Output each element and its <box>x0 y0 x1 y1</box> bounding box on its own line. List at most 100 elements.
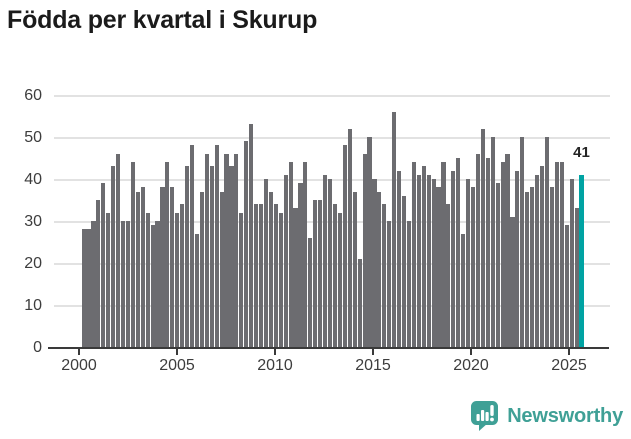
bar <box>574 208 579 347</box>
bar <box>298 183 303 347</box>
x-tick-2025 <box>568 349 570 355</box>
bar <box>337 212 342 347</box>
bar <box>559 162 564 347</box>
bar <box>362 153 367 347</box>
bar <box>466 179 471 347</box>
bar <box>505 153 510 347</box>
newsworthy-logo[interactable]: Newsworthy <box>470 400 623 432</box>
bar <box>456 158 461 347</box>
x-tick-2000 <box>78 349 80 355</box>
x-tick-2005 <box>176 349 178 355</box>
bar <box>500 162 505 347</box>
bar <box>214 145 219 347</box>
bar <box>111 166 116 347</box>
bar <box>155 221 160 347</box>
newsworthy-speech-bubble-chart-icon <box>471 401 499 431</box>
bar <box>150 225 155 347</box>
bar <box>416 174 421 347</box>
bar <box>81 229 86 347</box>
bar <box>332 204 338 347</box>
bar <box>510 216 515 347</box>
bar <box>204 153 209 347</box>
bar <box>382 204 387 347</box>
bar <box>372 179 377 347</box>
x-tick-label: 2005 <box>159 357 195 374</box>
bar <box>140 187 145 347</box>
bar <box>278 212 283 347</box>
bar <box>101 183 106 347</box>
y-tick-label: 20 <box>24 255 42 272</box>
last-value-annotation: 41 <box>573 144 590 161</box>
bar <box>130 162 135 347</box>
bar <box>495 183 500 347</box>
bar <box>96 200 101 347</box>
bar <box>318 200 323 347</box>
bar <box>397 170 402 347</box>
x-tick-2010 <box>274 349 276 355</box>
bar <box>401 195 407 347</box>
y-tick-label: 30 <box>24 213 42 230</box>
bar <box>120 221 126 347</box>
bar <box>421 166 426 347</box>
bar <box>446 204 451 347</box>
bar <box>234 153 239 347</box>
bar <box>194 233 200 347</box>
bar <box>135 191 140 347</box>
y-tick-label: 10 <box>24 297 42 314</box>
bar <box>357 258 362 347</box>
bar <box>539 166 545 347</box>
bar <box>392 111 397 347</box>
bar <box>273 204 278 347</box>
bar <box>515 170 520 347</box>
bar <box>480 128 485 347</box>
bar <box>406 221 412 347</box>
bar <box>470 187 476 347</box>
bar <box>185 166 190 347</box>
x-tick-2015 <box>372 349 374 355</box>
y-tick-label: 40 <box>24 171 42 188</box>
bar <box>461 233 466 347</box>
bar <box>288 162 293 347</box>
bar <box>106 212 111 347</box>
bar <box>554 162 559 347</box>
bar <box>347 128 352 347</box>
bar <box>564 225 569 347</box>
bar <box>125 221 130 347</box>
bar <box>86 229 91 347</box>
x-tick-2020 <box>470 349 472 355</box>
x-axis-line <box>48 347 609 349</box>
bar <box>525 191 530 347</box>
bar <box>283 174 288 347</box>
bar <box>485 158 490 347</box>
bar <box>544 137 550 347</box>
bar <box>342 145 347 347</box>
bar <box>209 166 214 347</box>
bar <box>116 153 121 347</box>
bar <box>569 179 574 347</box>
bar <box>367 137 372 347</box>
bar <box>535 174 540 347</box>
bar <box>91 221 96 347</box>
chart-title: Födda per kvartal i Skurup <box>7 6 318 34</box>
bar <box>189 145 195 347</box>
highlighted-bar <box>579 174 584 347</box>
bar <box>254 204 259 347</box>
bar <box>170 187 175 347</box>
y-tick-label: 0 <box>33 339 42 356</box>
bar <box>303 162 308 347</box>
bar <box>426 174 431 347</box>
bar <box>431 179 436 347</box>
bar <box>451 170 456 347</box>
gridline-y-60 <box>54 95 610 97</box>
bar <box>263 179 269 347</box>
bar <box>160 187 165 347</box>
bar <box>293 208 298 347</box>
bar <box>377 191 382 347</box>
x-tick-label: 2020 <box>453 357 489 374</box>
newsworthy-logo-text: Newsworthy <box>507 404 623 427</box>
bar <box>387 221 392 347</box>
bar <box>258 204 264 347</box>
bar <box>199 191 204 347</box>
bar <box>328 179 333 347</box>
